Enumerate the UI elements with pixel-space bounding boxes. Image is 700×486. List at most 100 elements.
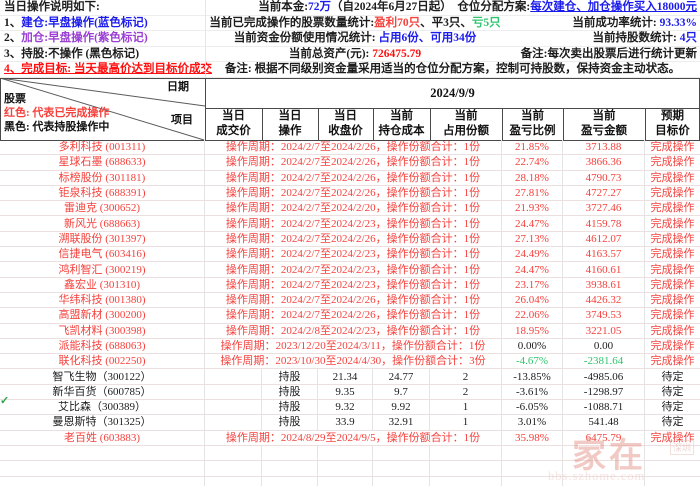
pl-ratio: 21.85%	[502, 140, 563, 156]
text-segment: 1、	[4, 16, 22, 29]
stock-name: 标榜股份 (301181)	[0, 170, 205, 186]
target-status: 完成操作	[645, 232, 700, 248]
pl-ratio: 0.00%	[502, 338, 563, 355]
grid-line	[645, 108, 646, 140]
table-row: 华纬科技 (001380) 操作周期：2024/2/7至2024/2/26，操作份…	[0, 292, 700, 309]
pl-amount: -2381.64	[563, 354, 645, 370]
notice-right-text: 当前持股数统计: 4只	[593, 31, 697, 46]
text-segment: 备注: 根据不同级别资金量采用适当的仓位分配方案，控制可持股数，保持资金主动状态…	[224, 63, 681, 76]
empty-cell	[373, 445, 430, 462]
pl-amount: 0.00	[563, 338, 645, 355]
used-quota: 1	[430, 400, 502, 416]
text-segment: 当前已完成操作的股票数量统计:	[209, 16, 375, 29]
column-header: 预期 目标价	[645, 108, 700, 140]
target-status: 完成操作	[645, 171, 700, 186]
operation-period: 操作周期：2024/2/7至2024/2/26，操作份额合计：1份	[205, 140, 502, 156]
deal-price-cell	[205, 384, 262, 401]
pl-ratio: 24.49%	[502, 247, 563, 263]
column-header-line: 预期	[661, 110, 684, 122]
margin-check-mark: ✓	[0, 395, 10, 407]
table-row: 标榜股份 (301181) 操作周期：2024/2/7至2024/2/26，操作份…	[0, 170, 700, 186]
stock-name: 多利科技 (001311)	[0, 140, 205, 156]
column-header-line: 当日	[334, 110, 357, 122]
operation-period: 操作周期：2024/2/7至2024/2/23，操作份额合计：1份	[205, 262, 502, 278]
text-segment: 3、持股:不操作 (黑色标记)	[4, 47, 140, 60]
corner-stock-label: 股票	[4, 93, 26, 105]
empty-cell	[0, 445, 205, 462]
data-grid: 多利科技 (001311) 操作周期：2024/2/7至2024/2/26，操作份…	[0, 140, 700, 486]
pl-ratio: -13.85%	[502, 369, 563, 385]
stock-name: 新风光 (688663)	[0, 216, 205, 232]
operation-period: 操作周期：2024/8/29至2024/9/5，操作份额合计：1份	[205, 430, 502, 446]
stock-name: 鸿利智汇 (300219)	[0, 262, 205, 278]
corner-red-note: 红色: 代表已完成操作	[4, 107, 110, 119]
operation-period: 操作周期：2024/2/7至2024/2/23，操作份额合计：1份	[205, 247, 502, 263]
empty-cell	[0, 461, 205, 477]
column-header: 当前 占用份额	[430, 108, 502, 140]
close-price: 21.34	[318, 369, 373, 385]
empty-cell	[430, 461, 502, 477]
stock-name: 智飞生物（300122）	[0, 369, 205, 385]
text-segment: 93.33%	[659, 16, 697, 29]
close-price: 9.32	[318, 400, 373, 416]
day-operation: 持股	[262, 384, 318, 401]
corner-header-cell: 日期 股票 红色: 代表已完成操作 项目 黑色: 代表持股操作中	[0, 78, 205, 140]
empty-cell	[318, 461, 373, 477]
grid-line	[205, 78, 206, 140]
text-segment: 2、	[4, 32, 22, 45]
text-segment: 建仓:早盘操作(蓝色标记)	[21, 16, 148, 29]
column-header: 当日 成交价	[205, 108, 262, 140]
text-segment: 盈利70只	[374, 16, 421, 29]
column-header-row: 当日 成交价 当日 操作 当日 收盘价 当前 持仓成本 当前 占用份额 当前 盈亏比例 当前 盈亏金额 预期…	[205, 108, 700, 140]
empty-cell	[502, 445, 563, 462]
table-row: 溯联股份 (301397) 操作周期：2024/2/7至2024/2/26，操作份…	[0, 231, 700, 248]
text-segment: 加仓:早盘操作(紫色标记)	[21, 32, 148, 45]
notice-mid-text: 当前总资产(元): 726475.79	[205, 47, 505, 62]
column-header: 当日 操作	[262, 108, 318, 140]
grid-line	[502, 108, 503, 140]
grid-line	[0, 140, 700, 141]
empty-cell	[262, 461, 318, 477]
pl-amount: 3938.61	[563, 277, 645, 293]
table-row: 艾比森（300389） 持股 9.32 9.92 1 -6.05% -1088.71 待定	[0, 400, 700, 416]
pl-amount: -1088.71	[563, 400, 645, 416]
day-operation: 持股	[262, 415, 318, 431]
column-header-line: 持仓成本	[378, 125, 425, 137]
text-segment: 每次建仓、加仓操作买入18000元	[530, 1, 697, 13]
operation-period: 操作周期：2024/2/7至2024/2/26，操作份额合计：1份	[205, 308, 502, 324]
target-status: 待定	[645, 369, 700, 385]
stock-name: 鑫宏业 (301310)	[0, 277, 205, 293]
empty-cell	[430, 445, 502, 462]
pl-ratio: 35.98%	[502, 430, 563, 446]
pl-amount: 4790.73	[563, 170, 645, 186]
stock-name: 溯联股份 (301397)	[0, 231, 205, 248]
text-segment: （自2024年6月27日起）	[331, 1, 452, 13]
corner-date-label: 日期	[167, 81, 189, 93]
day-operation: 持股	[262, 400, 318, 416]
pl-amount: -1298.97	[563, 384, 645, 401]
column-header-line: 当日	[222, 110, 245, 122]
column-header: 当前 盈亏比例	[502, 108, 563, 140]
empty-cell	[563, 461, 645, 477]
empty-cell	[502, 476, 563, 486]
empty-cell	[563, 476, 645, 486]
date-cell: 2024/9/9	[430, 85, 475, 100]
stock-name: 华纬科技 (001380)	[0, 292, 205, 309]
empty-cell	[430, 476, 502, 486]
table-row: 飞凯材料 (300398) 操作周期：2024/2/8至2024/2/23，操作份…	[0, 323, 700, 339]
text-segment: 4、完成目标: 当天最高价达到目标价成交	[4, 63, 212, 76]
holding-cost: 24.77	[373, 369, 430, 385]
table-row: 信捷电气 (603416) 操作周期：2024/2/7至2024/2/23，操作份…	[0, 247, 700, 263]
empty-cell	[645, 446, 700, 462]
text-segment: 726475.79	[372, 47, 422, 60]
grid-line	[373, 108, 374, 140]
pl-ratio: 22.06%	[502, 308, 563, 324]
operation-period: 操作周期：2024/2/8至2024/2/23，操作份额合计：1份	[205, 323, 502, 339]
table-row: 派能科技 (688063) 操作周期：2023/12/20至2024/3/11，操…	[0, 338, 700, 355]
notice-mid-text: 当前资金份额使用情况统计: 占用6份、可用34份	[205, 31, 505, 46]
pl-ratio: 3.01%	[502, 415, 563, 431]
text-segment: 当前资金份额使用情况统计:	[233, 32, 379, 45]
holding-cost: 9.7	[373, 384, 430, 401]
operation-period: 操作周期：2024/2/7至2024/2/26，操作份额合计：1份	[205, 231, 502, 248]
table-row: 星球石墨 (688633) 操作周期：2024/2/7至2024/2/26，操作份…	[0, 155, 700, 171]
